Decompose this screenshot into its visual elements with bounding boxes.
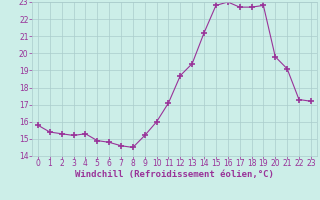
X-axis label: Windchill (Refroidissement éolien,°C): Windchill (Refroidissement éolien,°C) — [75, 170, 274, 179]
